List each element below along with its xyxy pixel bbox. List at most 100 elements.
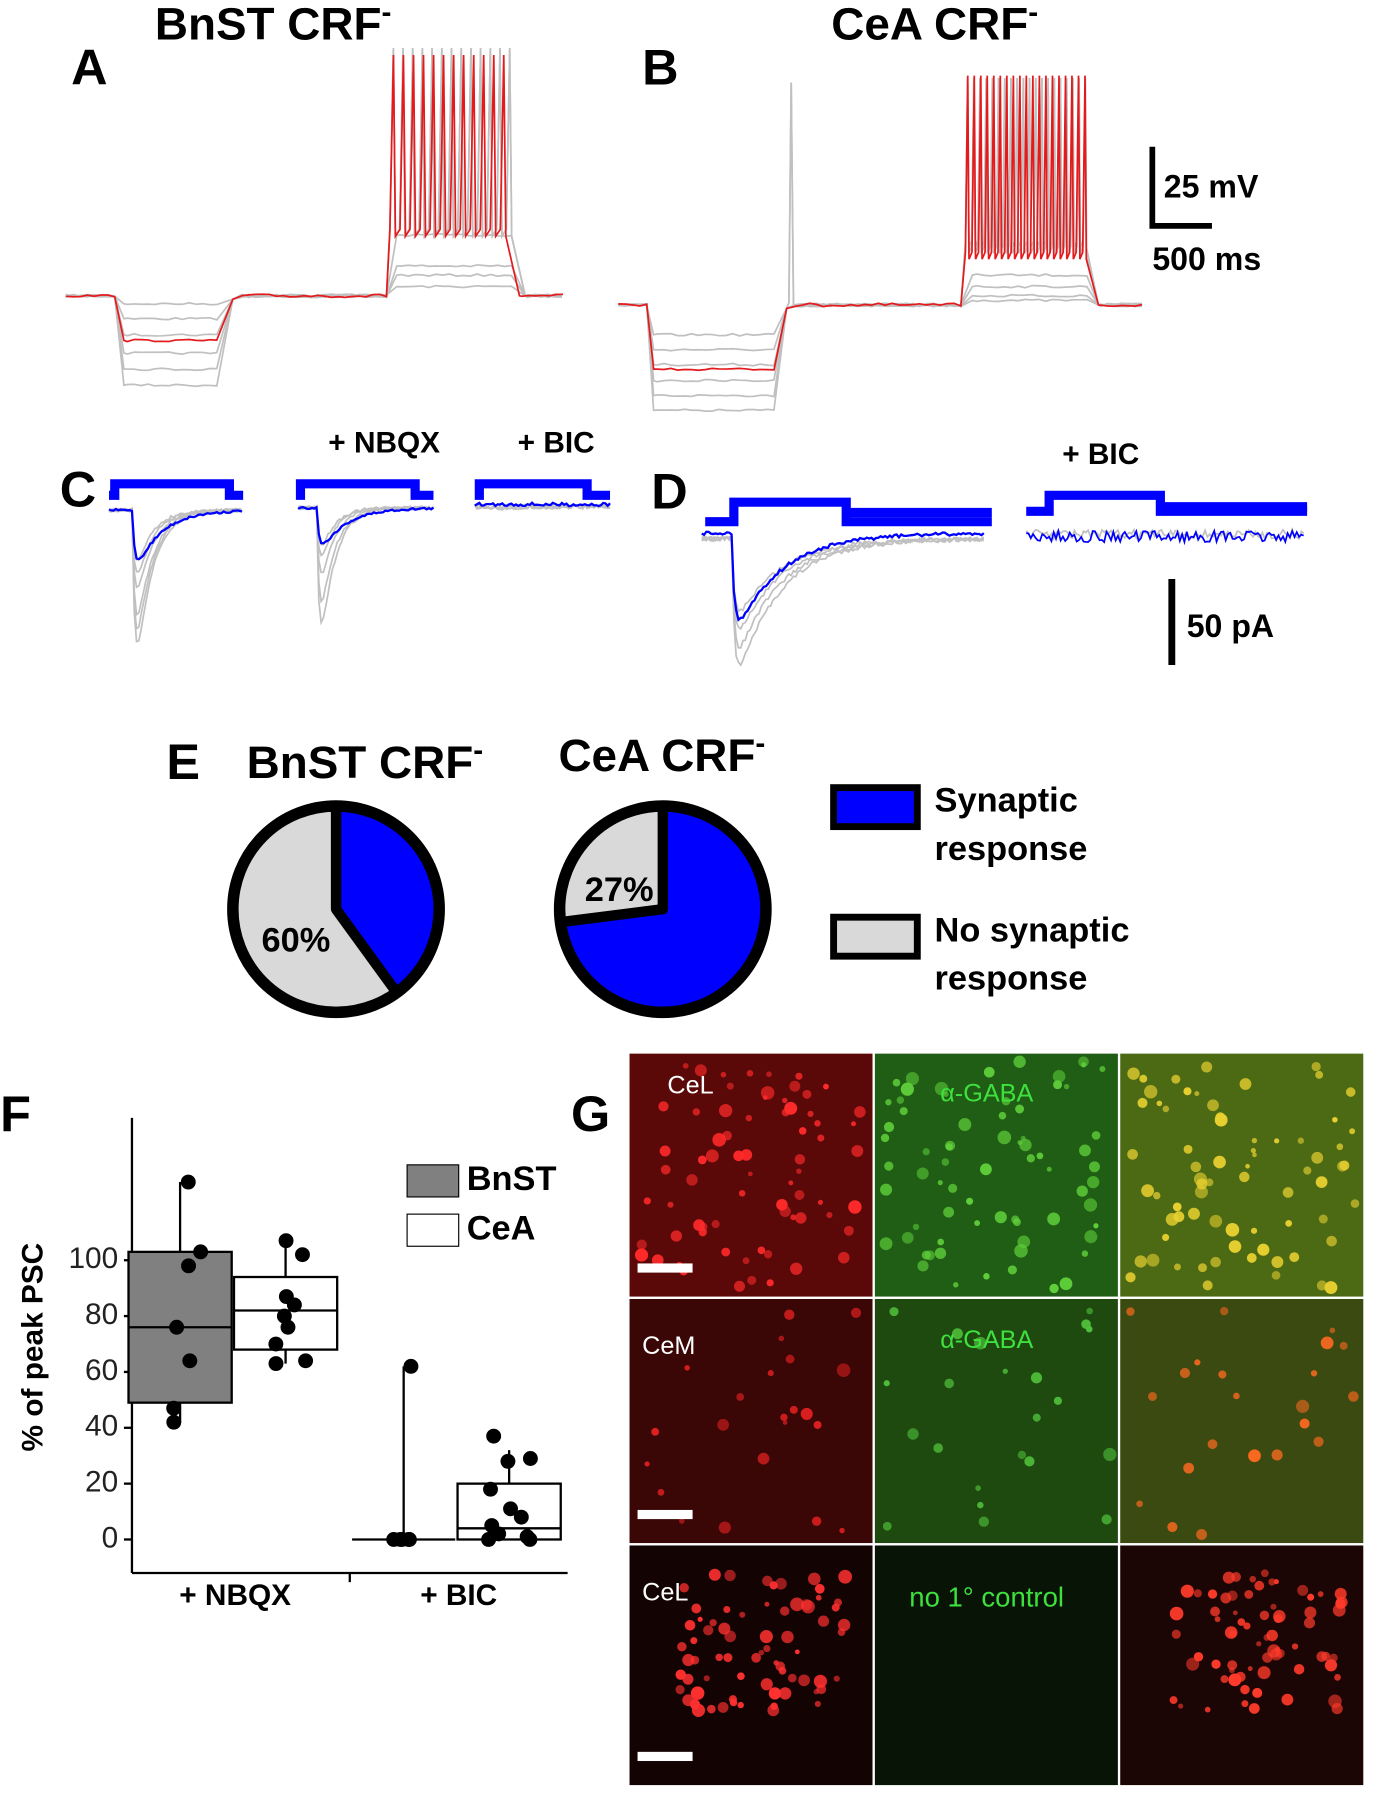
- cell: [1076, 1185, 1088, 1197]
- cell: [1017, 1235, 1031, 1249]
- cell: [766, 1279, 774, 1287]
- trace: [701, 535, 985, 649]
- cell: [905, 1072, 919, 1086]
- micrograph: [872, 1051, 1121, 1299]
- data-point: [481, 1532, 497, 1547]
- cell: [1136, 1500, 1143, 1508]
- cell: [1349, 1128, 1356, 1135]
- cell: [1127, 1148, 1138, 1160]
- cell: [889, 1307, 899, 1317]
- cell: [1148, 1392, 1157, 1401]
- image-label: α-GABA: [940, 1326, 1033, 1354]
- cell: [1084, 1230, 1098, 1244]
- cell: [1315, 1070, 1324, 1079]
- cell: [1144, 1085, 1158, 1099]
- cell: [660, 1164, 671, 1175]
- trace: [108, 507, 243, 562]
- panel-letter: B: [642, 38, 678, 95]
- trace: [297, 505, 434, 557]
- cell: [838, 1251, 850, 1264]
- data-point: [486, 1428, 502, 1444]
- cell: [1026, 1154, 1035, 1163]
- y-axis-label: % of peak PSC: [16, 1243, 49, 1452]
- cell: [1227, 1590, 1238, 1601]
- data-point: [181, 1258, 196, 1274]
- cell: [694, 1064, 707, 1077]
- y-tick-label: 20: [85, 1466, 118, 1499]
- cell: [1220, 1306, 1229, 1316]
- cell: [1243, 1622, 1251, 1630]
- cell: [1282, 1187, 1294, 1198]
- cell: [667, 1201, 674, 1208]
- cell: [1188, 1207, 1200, 1220]
- cell: [720, 1071, 727, 1078]
- cell: [742, 1257, 750, 1265]
- cell: [1081, 1062, 1087, 1068]
- cell: [789, 1405, 798, 1414]
- cell: [1052, 1070, 1066, 1083]
- cell: [1171, 1629, 1181, 1639]
- legend-swatch: [830, 784, 921, 831]
- cell: [779, 1205, 791, 1218]
- cell: [1267, 1644, 1281, 1658]
- cell: [896, 1096, 905, 1104]
- cell: [796, 1168, 802, 1174]
- cell: [1271, 1270, 1281, 1280]
- cell: [1211, 1659, 1221, 1669]
- scale-bar: [1149, 146, 1212, 229]
- title-text: BnST CRF: [247, 736, 474, 788]
- cell: [675, 1685, 685, 1695]
- image-label: CeL: [667, 1072, 713, 1100]
- cell: [802, 1089, 812, 1099]
- title-sup: -: [755, 727, 765, 760]
- cell: [728, 1695, 737, 1704]
- cell: [1081, 1319, 1091, 1329]
- panel-letter: E: [166, 733, 200, 790]
- cell: [795, 1072, 803, 1080]
- data-point: [503, 1501, 518, 1517]
- cell: [1268, 1578, 1276, 1586]
- x-tick-label: + BIC: [420, 1579, 497, 1612]
- cell: [747, 1275, 757, 1285]
- data-point: [268, 1356, 284, 1372]
- cell: [1228, 1240, 1242, 1253]
- title-sup: -: [1028, 0, 1038, 29]
- cell: [778, 1335, 785, 1342]
- cell: [851, 1145, 864, 1157]
- cell: [775, 1577, 787, 1590]
- cell: [1232, 1610, 1238, 1616]
- cell: [1207, 1589, 1218, 1599]
- cell: [1317, 1591, 1324, 1597]
- cell: [690, 1637, 698, 1645]
- cell: [951, 1328, 963, 1340]
- cell: [721, 1247, 731, 1257]
- cell: [979, 1163, 992, 1176]
- cell: [1079, 1144, 1091, 1157]
- title-text: CeA CRF: [558, 729, 755, 781]
- cell: [762, 1575, 773, 1587]
- cell: [823, 1083, 829, 1090]
- cell: [1162, 1105, 1170, 1113]
- cell: [836, 1363, 851, 1377]
- cell: [1183, 1087, 1192, 1096]
- pie-title: CeA CRF-: [558, 727, 765, 781]
- cell: [1001, 1097, 1011, 1106]
- cell: [813, 1674, 827, 1688]
- title-text: BnST CRF: [155, 0, 382, 50]
- cell: [705, 1149, 719, 1163]
- cell: [1202, 1280, 1213, 1291]
- cell: [817, 1199, 824, 1205]
- trace: [108, 507, 243, 631]
- cell: [1032, 1413, 1041, 1422]
- data-point: [166, 1414, 182, 1430]
- data-point: [193, 1244, 209, 1260]
- cell: [814, 1700, 821, 1707]
- cell: [837, 1618, 851, 1632]
- cell: [833, 1675, 840, 1682]
- cell: [1162, 1233, 1170, 1241]
- cell: [1297, 1584, 1309, 1596]
- condition-label: + NBQX: [328, 427, 440, 460]
- cell: [708, 1568, 721, 1581]
- trace: [65, 55, 564, 343]
